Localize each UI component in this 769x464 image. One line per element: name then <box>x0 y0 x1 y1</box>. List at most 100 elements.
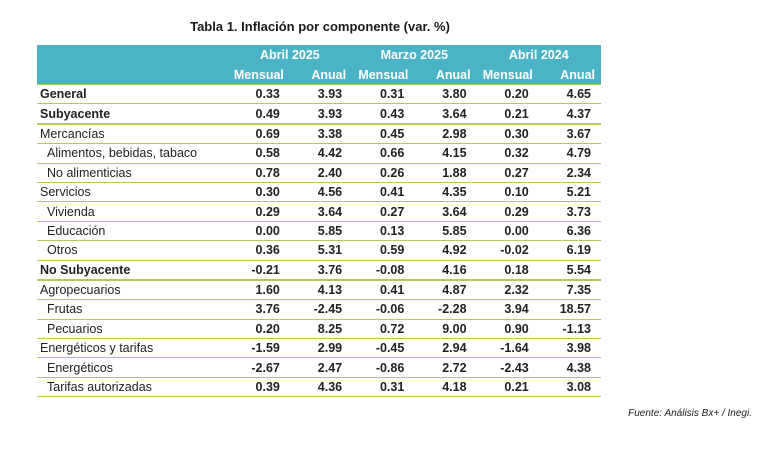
table-body: General 0.33 3.93 0.31 3.80 0.20 4.65 Subyacent… <box>37 83 601 398</box>
table-cell: 1.60 <box>227 279 290 301</box>
table-cell: 0.41 <box>352 182 415 203</box>
table-cell: 1.88 <box>414 163 477 183</box>
table-cell: 0.59 <box>352 240 415 261</box>
header-sub-mensual: Mensual <box>227 65 290 85</box>
table-cell: 0.41 <box>352 279 415 301</box>
header-corner <box>37 45 228 65</box>
table-row: Mercancías 0.69 3.38 0.45 2.98 0.30 3.67 <box>37 123 601 145</box>
table-row: Energéticos -2.67 2.47 -0.86 2.72 -2.43 4.38 <box>37 357 601 378</box>
table-cell: 0.45 <box>352 123 415 145</box>
inflation-table: Abril 2025 Marzo 2025 Abril 2024 Mensual… <box>37 45 601 398</box>
table-cell: 5.54 <box>538 260 601 281</box>
table-cell: 2.47 <box>289 357 353 378</box>
table-cell: 4.42 <box>289 143 353 164</box>
table-cell: 4.56 <box>289 182 353 203</box>
table-cell: 6.19 <box>538 240 601 261</box>
header-group-marzo-2025: Marzo 2025 <box>352 45 477 65</box>
table-cell: 9.00 <box>414 319 477 340</box>
table-cell: 0.90 <box>476 319 539 340</box>
table-cell: 5.85 <box>414 221 477 242</box>
table-cell: 3.64 <box>289 201 353 222</box>
table-cell: 18.57 <box>538 299 601 320</box>
table-cell: 4.36 <box>289 377 353 398</box>
table-cell: 0.29 <box>476 201 539 222</box>
table-cell: 0.30 <box>476 123 539 145</box>
table-title: Tabla 1. Inflación por componente (var. … <box>190 19 450 34</box>
header-sub-mensual: Mensual <box>352 65 415 85</box>
header-sub-anual: Anual <box>538 65 601 85</box>
table-cell: 3.93 <box>289 103 353 125</box>
source-note: Fuente: Análisis Bx+ / Inegi. <box>628 408 752 419</box>
row-label: Frutas <box>37 299 228 320</box>
table-cell: -1.64 <box>476 338 539 359</box>
table-cell: 4.92 <box>414 240 477 261</box>
table-cell: 2.40 <box>289 163 353 183</box>
header-sub-mensual: Mensual <box>476 65 539 85</box>
table-cell: 0.13 <box>352 221 415 242</box>
table-cell: 0.20 <box>476 83 539 105</box>
table-header: Abril 2025 Marzo 2025 Abril 2024 Mensual… <box>37 45 601 85</box>
row-label: Pecuarios <box>37 319 228 340</box>
table-cell: 2.98 <box>414 123 477 145</box>
table-row: Servicios 0.30 4.56 0.41 4.35 0.10 5.21 <box>37 182 601 203</box>
header-sub-anual: Anual <box>289 65 353 85</box>
table-cell: 0.58 <box>227 143 290 164</box>
table-cell: 4.15 <box>414 143 477 164</box>
table-cell: 3.64 <box>414 103 477 125</box>
table-cell: 0.33 <box>227 83 290 105</box>
table-cell: 0.00 <box>476 221 539 242</box>
table-cell: 4.35 <box>414 182 477 203</box>
table-cell: 6.36 <box>538 221 601 242</box>
table-cell: 5.85 <box>289 221 353 242</box>
row-label: No Subyacente <box>37 260 228 281</box>
table-row: Energéticos y tarifas -1.59 2.99 -0.45 2.94-… <box>37 338 601 359</box>
row-label: Servicios <box>37 182 228 203</box>
table-cell: 0.31 <box>352 83 415 105</box>
table-cell: 4.18 <box>414 377 477 398</box>
table-cell: -0.45 <box>352 338 415 359</box>
table-cell: 0.27 <box>352 201 415 222</box>
table-cell: -2.28 <box>414 299 477 320</box>
table-cell: -1.13 <box>538 319 601 340</box>
table-cell: 3.73 <box>538 201 601 222</box>
table-cell: 2.72 <box>414 357 477 378</box>
table-cell: 7.35 <box>538 279 601 301</box>
row-label: General <box>37 83 228 105</box>
table-cell: 3.94 <box>476 299 539 320</box>
table-row: Frutas 3.76 -2.45 -0.06 -2.28 3.94 18.57 <box>37 299 601 320</box>
table-row: Otros 0.36 5.31 0.59 4.92 -0.02 6.19 <box>37 240 601 261</box>
table-cell: -2.45 <box>289 299 353 320</box>
table-cell: 0.21 <box>476 103 539 125</box>
row-label: Energéticos y tarifas <box>37 338 228 359</box>
table-cell: 8.25 <box>289 319 353 340</box>
table-cell: 0.78 <box>227 163 290 183</box>
row-label: Vivienda <box>37 201 228 222</box>
table-cell: 3.80 <box>414 83 477 105</box>
table-cell: 4.79 <box>538 143 601 164</box>
header-sub-anual: Anual <box>414 65 477 85</box>
table-cell: 3.38 <box>289 123 353 145</box>
table-cell: 3.08 <box>538 377 601 398</box>
table-cell: 3.64 <box>414 201 477 222</box>
table-cell: 0.26 <box>352 163 415 183</box>
table-row: Agropecuarios 1.60 4.13 0.41 4.87 2.32 7.35 <box>37 279 601 301</box>
table-cell: 3.93 <box>289 83 353 105</box>
table-row: General 0.33 3.93 0.31 3.80 0.20 4.65 <box>37 83 601 105</box>
table-row: Subyacente 0.49 3.93 0.43 3.64 0.21 4.37 <box>37 103 601 125</box>
row-label: Otros <box>37 240 228 261</box>
row-label: Tarifas autorizadas <box>37 377 228 398</box>
table-cell: 0.29 <box>227 201 290 222</box>
table-cell: -0.21 <box>227 260 290 281</box>
table-cell: 0.30 <box>227 182 290 203</box>
table-row: Vivienda 0.29 3.64 0.27 3.64 0.29 3.73 <box>37 201 601 222</box>
row-label: Energéticos <box>37 357 228 378</box>
row-label: Alimentos, bebidas, tabaco <box>37 143 228 164</box>
table-cell: 0.43 <box>352 103 415 125</box>
table-cell: 0.69 <box>227 123 290 145</box>
table-cell: -0.06 <box>352 299 415 320</box>
table-cell: 0.10 <box>476 182 539 203</box>
table-cell: 3.67 <box>538 123 601 145</box>
row-label: Educación <box>37 221 228 242</box>
table-cell: 4.16 <box>414 260 477 281</box>
row-label: Subyacente <box>37 103 228 125</box>
